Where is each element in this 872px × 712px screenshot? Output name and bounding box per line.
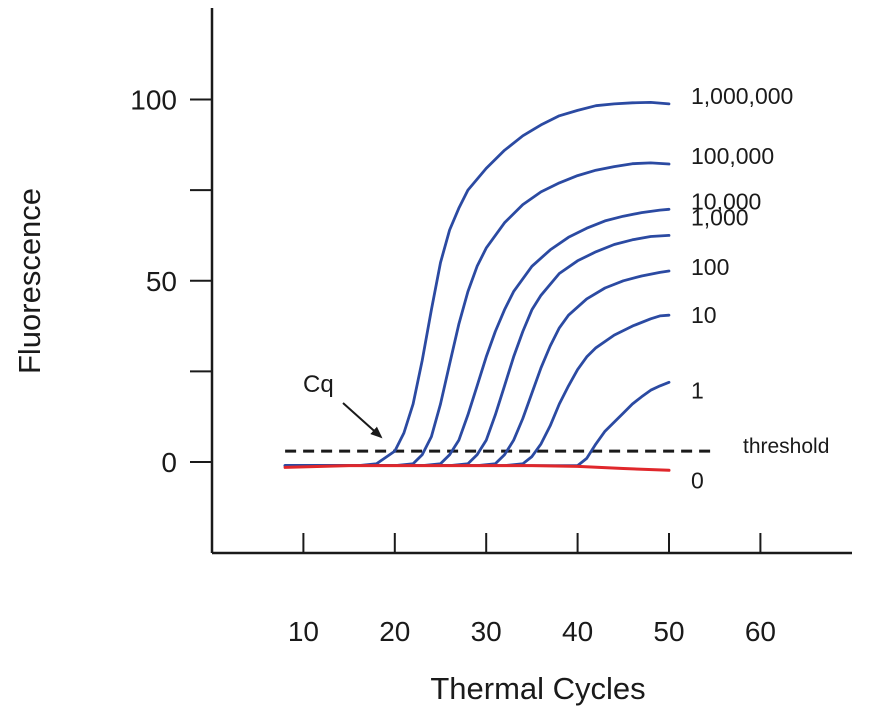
series-label-10: 10 — [691, 302, 717, 328]
series-line-0 — [285, 466, 669, 471]
threshold-label: threshold — [743, 435, 829, 458]
cq-label: Cq — [303, 371, 334, 398]
x-tick-label: 10 — [288, 616, 319, 647]
series-line-100000 — [285, 163, 669, 466]
x-tick-label: 30 — [471, 616, 502, 647]
series-label-1: 1 — [691, 377, 704, 403]
x-axis-title: Thermal Cycles — [430, 671, 645, 706]
series-label-1000: 1,000 — [691, 204, 749, 230]
x-tick-label: 50 — [653, 616, 684, 647]
series-label-1000000: 1,000,000 — [691, 83, 793, 109]
y-tick-label: 100 — [130, 85, 177, 116]
y-tick-label: 0 — [161, 447, 177, 478]
threshold-group: threshold — [285, 435, 829, 458]
x-tick-label: 60 — [745, 616, 776, 647]
series-label-0: 0 — [691, 467, 704, 493]
y-axis-title: Fluorescence — [12, 188, 47, 374]
y-tick-label: 50 — [146, 266, 177, 297]
y-axis-ticks: 0 50 100 — [130, 85, 212, 479]
series-label-100000: 100,000 — [691, 143, 774, 169]
cq-annotation: Cq — [303, 371, 381, 437]
x-axis-ticks: 10 20 30 40 50 60 — [288, 533, 776, 647]
series-label-100: 100 — [691, 254, 729, 280]
cq-arrow — [343, 403, 381, 437]
series-lines — [285, 102, 669, 470]
x-tick-label: 40 — [562, 616, 593, 647]
x-tick-label: 20 — [379, 616, 410, 647]
series-line-100 — [285, 271, 669, 466]
